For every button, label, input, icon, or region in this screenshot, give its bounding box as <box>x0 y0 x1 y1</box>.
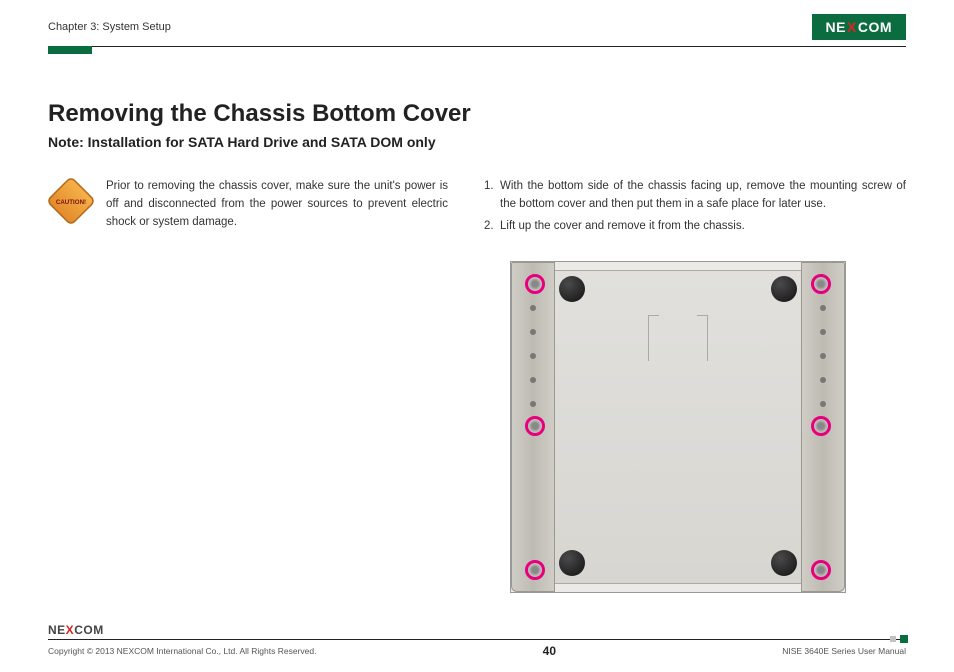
chassis-plate <box>547 270 809 584</box>
page-header: Chapter 3: System Setup NEXCOM <box>0 0 954 42</box>
header-rule <box>48 46 906 47</box>
chassis-figure <box>510 261 846 593</box>
logo-pre: NE <box>48 623 66 637</box>
copyright-text: Copyright © 2013 NEXCOM International Co… <box>48 646 316 656</box>
manual-name: NISE 3640E Series User Manual <box>782 646 906 656</box>
header-accent <box>48 46 92 54</box>
step-text: With the bottom side of the chassis faci… <box>500 178 906 214</box>
chapter-title: Chapter 3: System Setup <box>48 21 171 33</box>
page-title: Removing the Chassis Bottom Cover <box>48 100 906 128</box>
logo-x: X <box>66 623 75 637</box>
step-number: 2. <box>484 218 496 236</box>
brand-logo: NEXCOM <box>812 14 906 40</box>
footer-row: Copyright © 2013 NEXCOM International Co… <box>48 644 906 658</box>
page-number: 40 <box>543 644 556 658</box>
logo-pre: NE <box>826 19 846 35</box>
logo-x: X <box>847 19 857 35</box>
step-item: 2. Lift up the cover and remove it from … <box>484 218 906 236</box>
page-subtitle: Note: Installation for SATA Hard Drive a… <box>48 134 906 150</box>
steps-list: 1. With the bottom side of the chassis f… <box>484 178 906 235</box>
bracket-mark <box>648 315 708 361</box>
caution-text: Prior to removing the chassis cover, mak… <box>106 178 448 231</box>
right-column: 1. With the bottom side of the chassis f… <box>484 178 906 593</box>
footer-logo: NEXCOM <box>48 623 906 637</box>
content-area: Removing the Chassis Bottom Cover Note: … <box>0 54 954 593</box>
svg-text:CAUTION!: CAUTION! <box>56 199 86 206</box>
left-column: CAUTION! Prior to removing the chassis c… <box>48 178 448 593</box>
caution-icon: CAUTION! <box>48 178 94 224</box>
footer-rule <box>48 639 906 640</box>
page-footer: NEXCOM Copyright © 2013 NEXCOM Internati… <box>48 623 906 658</box>
logo-post: COM <box>74 623 104 637</box>
two-column-layout: CAUTION! Prior to removing the chassis c… <box>48 178 906 593</box>
step-text: Lift up the cover and remove it from the… <box>500 218 745 236</box>
step-item: 1. With the bottom side of the chassis f… <box>484 178 906 214</box>
logo-post: COM <box>858 19 892 35</box>
step-number: 1. <box>484 178 496 214</box>
